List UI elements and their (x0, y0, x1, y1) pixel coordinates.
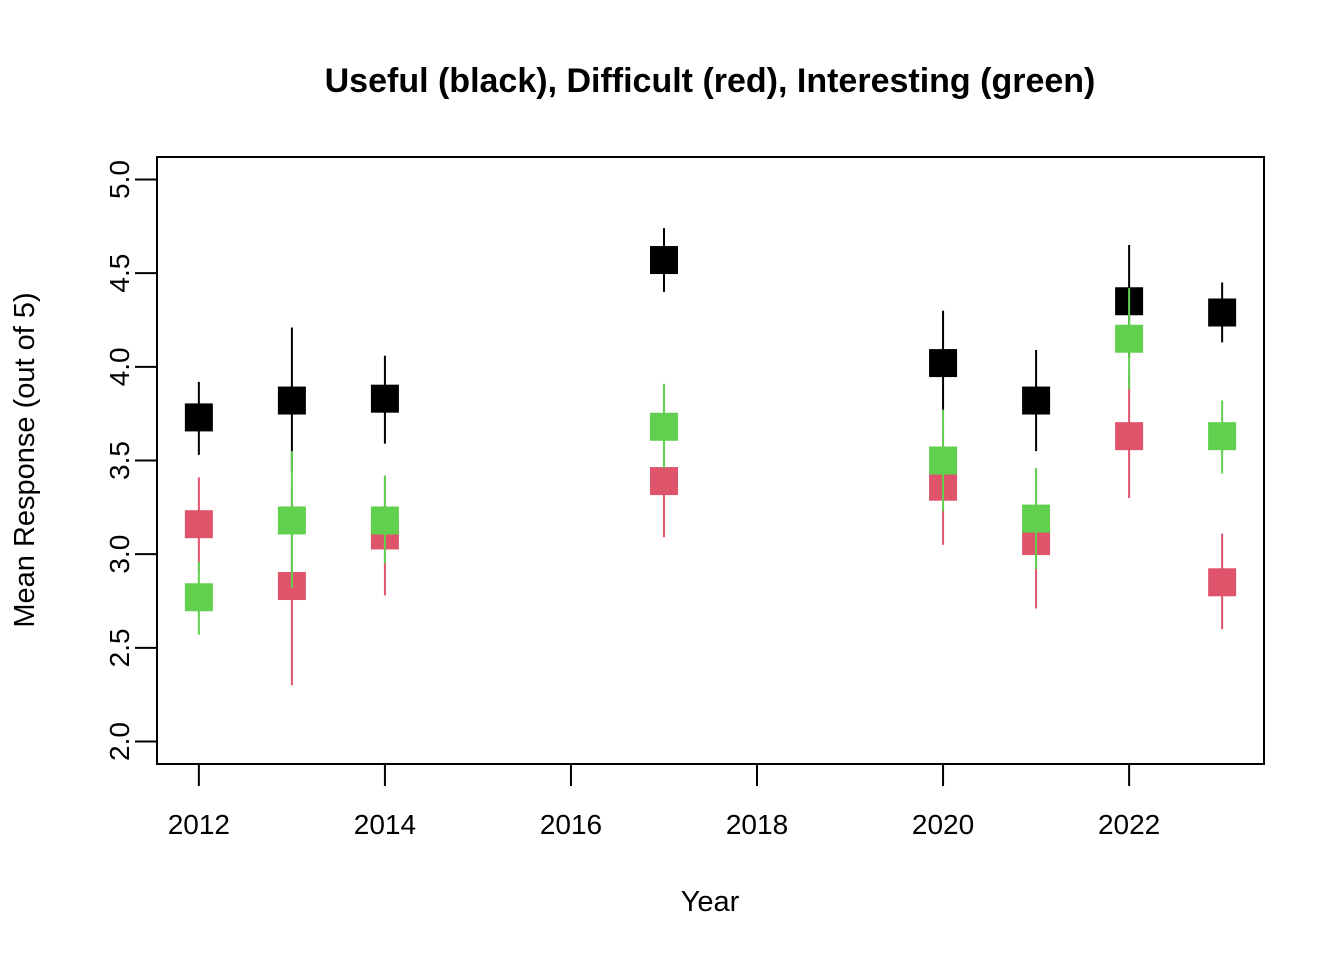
data-point (184, 583, 213, 612)
data-point (929, 446, 958, 475)
data-point (1115, 324, 1144, 353)
x-axis: 2012 2014 2016 2018 2020 2022 (168, 763, 1160, 840)
data-point (649, 412, 678, 441)
x-tick-label: 2014 (354, 809, 416, 840)
data-point (370, 384, 399, 413)
y-axis: 2.0 2.5 3.0 3.5 4.0 4.5 5.0 (104, 160, 158, 761)
y-tick-label: 2.0 (104, 722, 135, 761)
data-point (1022, 386, 1051, 415)
x-tick-label: 2020 (912, 809, 974, 840)
x-tick-label: 2022 (1098, 809, 1160, 840)
plot-marks (184, 228, 1237, 686)
series-2 (184, 288, 1237, 635)
y-tick-label: 2.5 (104, 628, 135, 667)
data-point (1208, 298, 1237, 327)
plot-frame (156, 156, 1265, 765)
data-point (1022, 504, 1051, 533)
y-tick-label: 5.0 (104, 160, 135, 199)
data-point (1208, 568, 1237, 597)
data-point (277, 386, 306, 415)
data-point (370, 506, 399, 535)
data-point (929, 349, 958, 378)
y-axis-label: Mean Response (out of 5) (9, 292, 41, 627)
x-axis-label: Year (681, 886, 740, 918)
x-tick-label: 2018 (726, 809, 788, 840)
data-point (649, 246, 678, 275)
data-point (1208, 422, 1237, 451)
y-tick-label: 4.0 (104, 347, 135, 386)
series-1 (184, 374, 1237, 686)
data-point (184, 403, 213, 432)
data-point (184, 510, 213, 539)
x-tick-label: 2012 (168, 809, 230, 840)
chart-title: Useful (black), Difficult (red), Interes… (325, 62, 1096, 100)
y-tick-label: 4.5 (104, 254, 135, 293)
data-point (1115, 422, 1144, 451)
series-0 (184, 228, 1237, 472)
data-point (277, 506, 306, 535)
y-tick-label: 3.0 (104, 535, 135, 574)
data-point (649, 467, 678, 496)
y-tick-label: 3.5 (104, 441, 135, 480)
x-tick-label: 2016 (540, 809, 602, 840)
